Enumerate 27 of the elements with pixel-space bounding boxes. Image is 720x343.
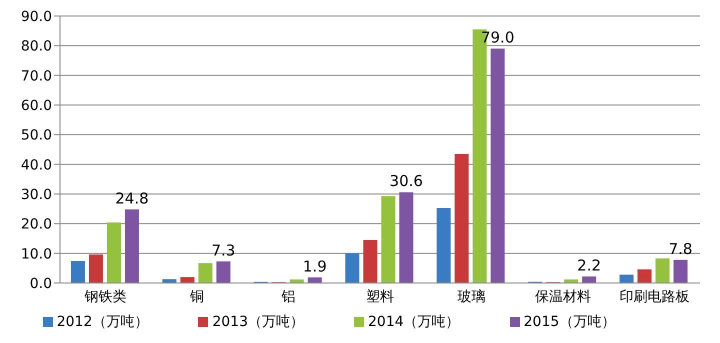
y-tick-label: 0.0 xyxy=(30,276,52,292)
x-tick-label: 保温材料 xyxy=(534,288,591,305)
x-tick-label: 印刷电路板 xyxy=(619,288,690,305)
x-tick-label: 钢铁类 xyxy=(84,288,127,305)
y-tick-label: 40.0 xyxy=(20,157,52,174)
data-label: 1.9 xyxy=(302,257,327,276)
legend-label: 2015（万吨） xyxy=(524,314,616,330)
y-tick-label: 60.0 xyxy=(20,98,52,114)
x-tick-label: 铝 xyxy=(280,288,296,305)
y-tick-label: 20.0 xyxy=(20,216,52,233)
legend-label: 2013（万吨） xyxy=(212,314,304,330)
y-tick-label: 90.0 xyxy=(20,8,52,25)
x-tick-label: 玻璃 xyxy=(457,288,486,305)
data-label: 2.2 xyxy=(577,256,602,274)
y-tick-label: 70.0 xyxy=(20,68,52,84)
data-label: 7.3 xyxy=(211,241,236,260)
x-tick-label: 铜 xyxy=(189,288,204,305)
legend-label: 2012（万吨） xyxy=(56,314,148,330)
data-label: 24.8 xyxy=(115,189,149,208)
y-tick-label: 10.0 xyxy=(20,246,52,262)
y-tick-label: 50.0 xyxy=(20,128,52,144)
x-tick-label: 塑料 xyxy=(366,288,394,305)
data-label: 7.8 xyxy=(668,240,692,258)
y-tick-label: 30.0 xyxy=(20,186,52,203)
legend-label: 2014（万吨） xyxy=(368,314,460,330)
y-tick-label: 80.0 xyxy=(20,38,52,55)
data-label: 30.6 xyxy=(390,172,423,190)
